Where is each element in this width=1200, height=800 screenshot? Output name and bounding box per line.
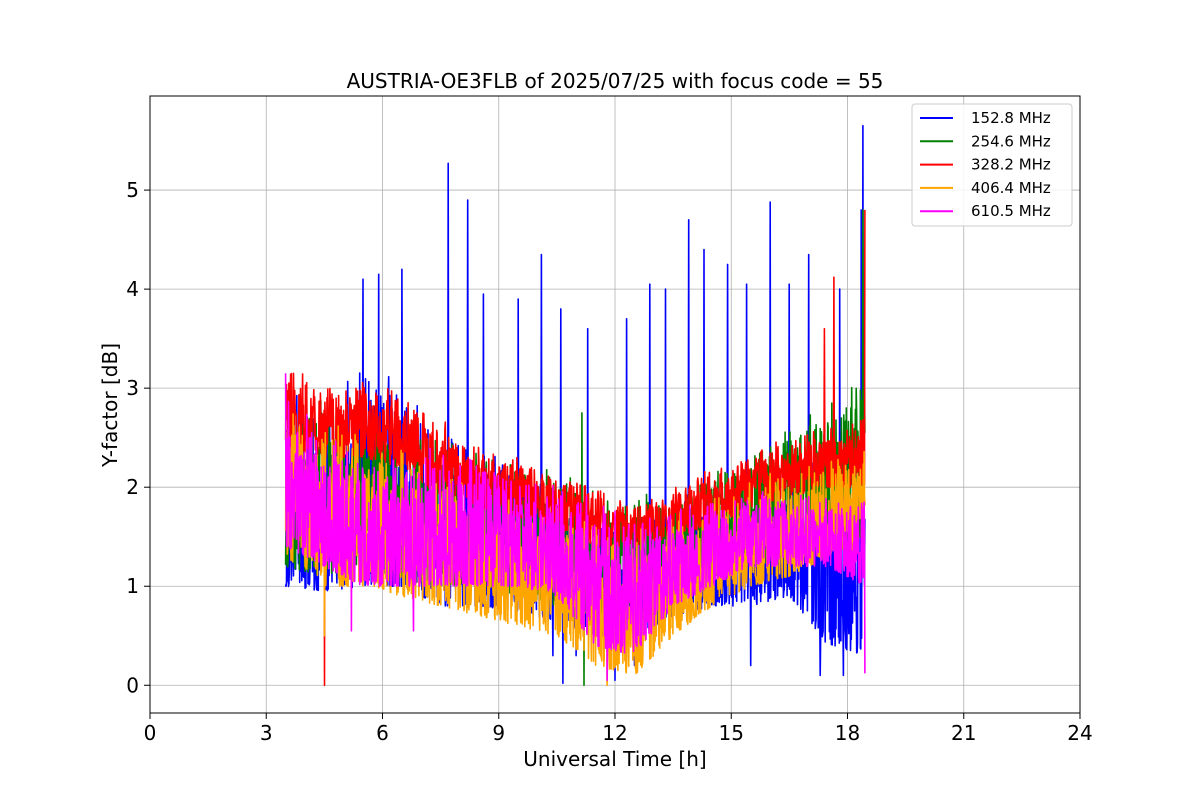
y-axis-label: Y-factor [dB] [98,343,122,468]
y-tick-label: 2 [126,475,139,499]
legend-frame [911,103,1073,227]
x-tick-label: 9 [492,721,505,745]
y-tick-label: 5 [126,178,139,202]
x-tick-label: 15 [719,721,744,745]
legend: 152.8 MHz 254.6 MHz 328.2 MHz 406.4 MHz 610.… [911,103,1073,227]
series-line [284,373,866,682]
chart-title: AUSTRIA-OE3FLB of 2025/07/25 with focus … [347,69,884,93]
legend-label: 406.4 MHz [971,179,1051,197]
x-tick-label: 12 [602,721,627,745]
series-610-5-MHz [284,373,866,682]
y-tick-label: 0 [126,673,139,697]
series-328-2-MHz [284,209,866,687]
series-line [284,209,866,687]
x-tick-label: 6 [376,721,389,745]
x-tick-label: 21 [951,721,976,745]
legend-label: 254.6 MHz [971,132,1051,150]
y-tick-label: 1 [126,574,139,598]
x-tick-label: 3 [260,721,273,745]
y-tick-label: 3 [126,376,139,400]
legend-label: 610.5 MHz [971,202,1051,220]
legend-label: 328.2 MHz [971,156,1051,174]
series-layer [284,124,866,687]
x-axis-label: Universal Time [h] [523,747,706,771]
y-axis: 0 1 2 3 4 5 [126,178,150,697]
x-axis: 0 3 6 9 12 15 18 21 24 [144,713,1093,745]
y-tick-label: 4 [126,277,139,301]
x-tick-label: 0 [144,721,157,745]
x-tick-label: 24 [1067,721,1092,745]
legend-label: 152.8 MHz [971,109,1051,127]
x-tick-label: 18 [835,721,860,745]
